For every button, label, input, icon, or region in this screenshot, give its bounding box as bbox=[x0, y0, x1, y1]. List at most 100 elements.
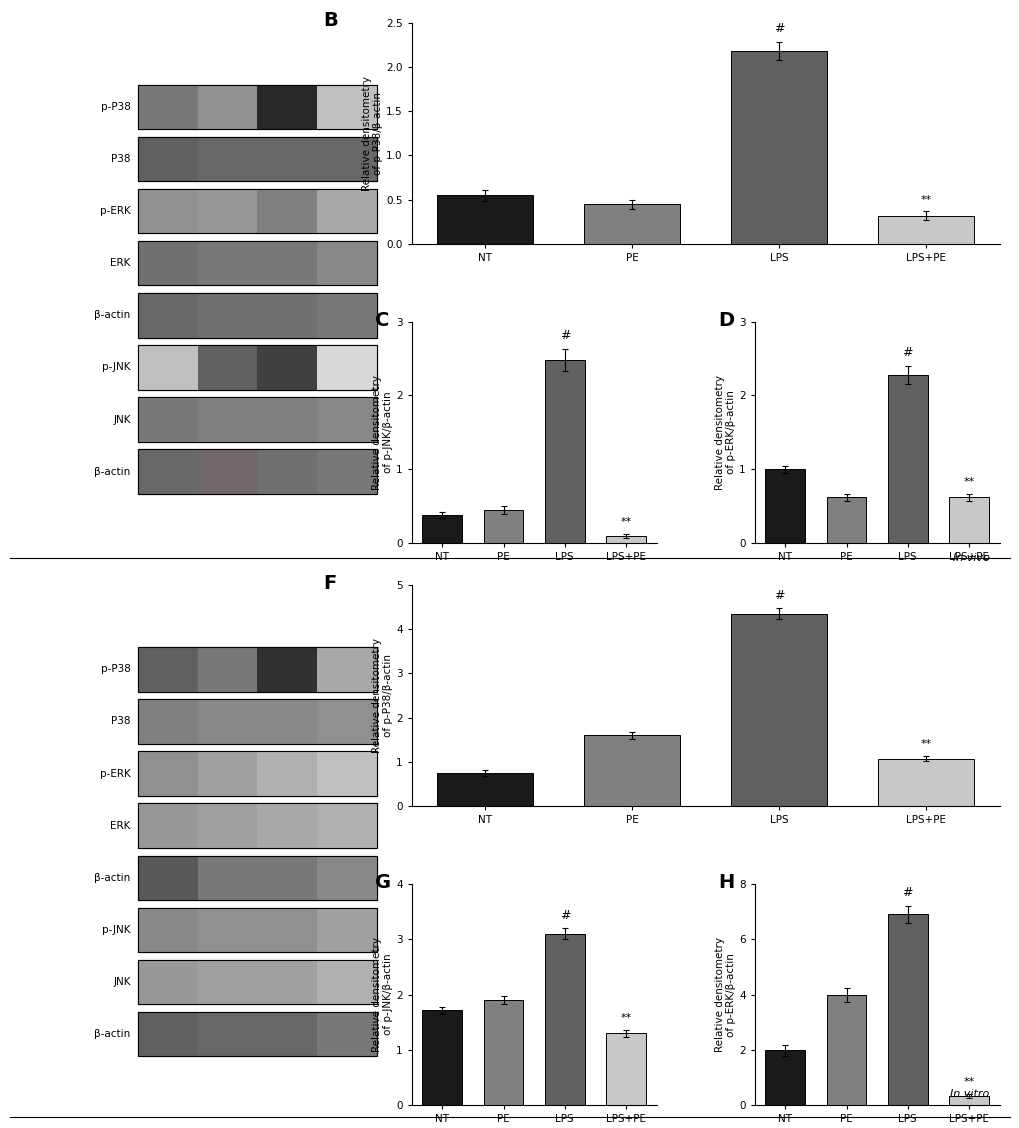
Bar bbox=[317, 345, 376, 389]
Bar bbox=[138, 85, 376, 130]
Bar bbox=[605, 1033, 645, 1105]
Text: #: # bbox=[559, 908, 570, 922]
Text: p-JNK: p-JNK bbox=[102, 362, 130, 372]
Bar bbox=[138, 647, 198, 691]
Bar bbox=[825, 497, 865, 544]
Bar bbox=[138, 85, 376, 130]
Bar bbox=[198, 908, 257, 952]
Bar bbox=[138, 855, 376, 900]
Bar bbox=[138, 449, 376, 494]
Bar bbox=[138, 751, 376, 795]
Bar bbox=[257, 449, 317, 494]
Bar bbox=[198, 138, 257, 182]
Bar bbox=[198, 345, 257, 389]
Bar bbox=[257, 138, 317, 182]
Bar bbox=[138, 190, 198, 233]
Bar bbox=[257, 241, 317, 285]
Bar bbox=[437, 773, 533, 807]
Bar bbox=[257, 345, 317, 389]
Bar bbox=[764, 1050, 804, 1105]
Bar bbox=[422, 515, 462, 544]
Bar bbox=[584, 735, 680, 807]
Bar bbox=[317, 647, 376, 691]
Bar bbox=[198, 85, 257, 130]
Text: p-JNK: p-JNK bbox=[102, 925, 130, 935]
Bar bbox=[317, 293, 376, 337]
Bar bbox=[257, 751, 317, 795]
Y-axis label: Relative densitometry
of p-ERK/β-actin: Relative densitometry of p-ERK/β-actin bbox=[714, 937, 736, 1052]
Bar bbox=[198, 699, 257, 743]
Bar bbox=[317, 855, 376, 900]
Text: In vitro: In vitro bbox=[950, 1090, 988, 1099]
Text: p-ERK: p-ERK bbox=[100, 768, 130, 778]
Bar bbox=[138, 699, 376, 743]
Bar bbox=[138, 241, 376, 285]
Text: #: # bbox=[902, 887, 912, 899]
Bar bbox=[257, 293, 317, 337]
Bar bbox=[138, 345, 376, 389]
Bar bbox=[825, 995, 865, 1105]
Bar bbox=[317, 138, 376, 182]
Text: JNK: JNK bbox=[113, 977, 130, 987]
Text: p-P38: p-P38 bbox=[101, 664, 130, 675]
Text: ERK: ERK bbox=[110, 258, 130, 268]
Bar bbox=[877, 758, 973, 807]
Bar bbox=[948, 497, 987, 544]
Text: **: ** bbox=[919, 195, 930, 204]
Bar bbox=[317, 699, 376, 743]
Bar bbox=[138, 449, 198, 494]
Bar bbox=[317, 1012, 376, 1056]
Bar bbox=[317, 449, 376, 494]
Text: In vivo: In vivo bbox=[952, 554, 988, 563]
Bar bbox=[317, 960, 376, 1004]
Bar bbox=[198, 1012, 257, 1056]
Bar bbox=[138, 1012, 198, 1056]
Text: **: ** bbox=[620, 517, 631, 527]
Text: C: C bbox=[375, 310, 389, 329]
Bar bbox=[138, 960, 376, 1004]
Bar bbox=[138, 138, 198, 182]
Bar bbox=[317, 397, 376, 442]
Bar bbox=[257, 803, 317, 848]
Bar bbox=[138, 293, 376, 337]
Bar bbox=[138, 190, 376, 233]
Bar bbox=[138, 449, 376, 494]
Bar bbox=[138, 699, 376, 743]
Bar bbox=[198, 803, 257, 848]
Bar bbox=[317, 85, 376, 130]
Bar bbox=[138, 960, 198, 1004]
Bar bbox=[198, 449, 257, 494]
Bar bbox=[257, 190, 317, 233]
Bar bbox=[138, 293, 376, 337]
Bar bbox=[877, 215, 973, 244]
Text: P38: P38 bbox=[111, 155, 130, 165]
Text: **: ** bbox=[919, 739, 930, 749]
Bar bbox=[138, 397, 376, 442]
Bar bbox=[483, 1001, 523, 1105]
Bar bbox=[544, 360, 584, 544]
Text: **: ** bbox=[620, 1013, 631, 1023]
Text: #: # bbox=[773, 589, 784, 601]
Bar bbox=[731, 614, 826, 807]
Bar bbox=[887, 374, 926, 544]
Bar bbox=[317, 241, 376, 285]
Bar bbox=[138, 397, 376, 442]
Bar bbox=[584, 204, 680, 244]
Bar bbox=[198, 855, 257, 900]
Bar bbox=[138, 647, 376, 691]
Text: F: F bbox=[323, 574, 336, 592]
Text: P38: P38 bbox=[111, 716, 130, 726]
Bar bbox=[138, 1012, 376, 1056]
Bar bbox=[138, 345, 198, 389]
Y-axis label: Relative densitometry
of p-JNK/β-actin: Relative densitometry of p-JNK/β-actin bbox=[371, 937, 393, 1052]
Text: ERK: ERK bbox=[110, 820, 130, 830]
Bar bbox=[544, 934, 584, 1105]
Text: **: ** bbox=[962, 477, 973, 487]
Text: G: G bbox=[375, 873, 390, 892]
Text: β-actin: β-actin bbox=[95, 1029, 130, 1039]
Bar bbox=[198, 190, 257, 233]
Bar bbox=[138, 699, 198, 743]
Bar bbox=[138, 855, 376, 900]
Bar bbox=[138, 293, 198, 337]
Bar bbox=[138, 397, 198, 442]
